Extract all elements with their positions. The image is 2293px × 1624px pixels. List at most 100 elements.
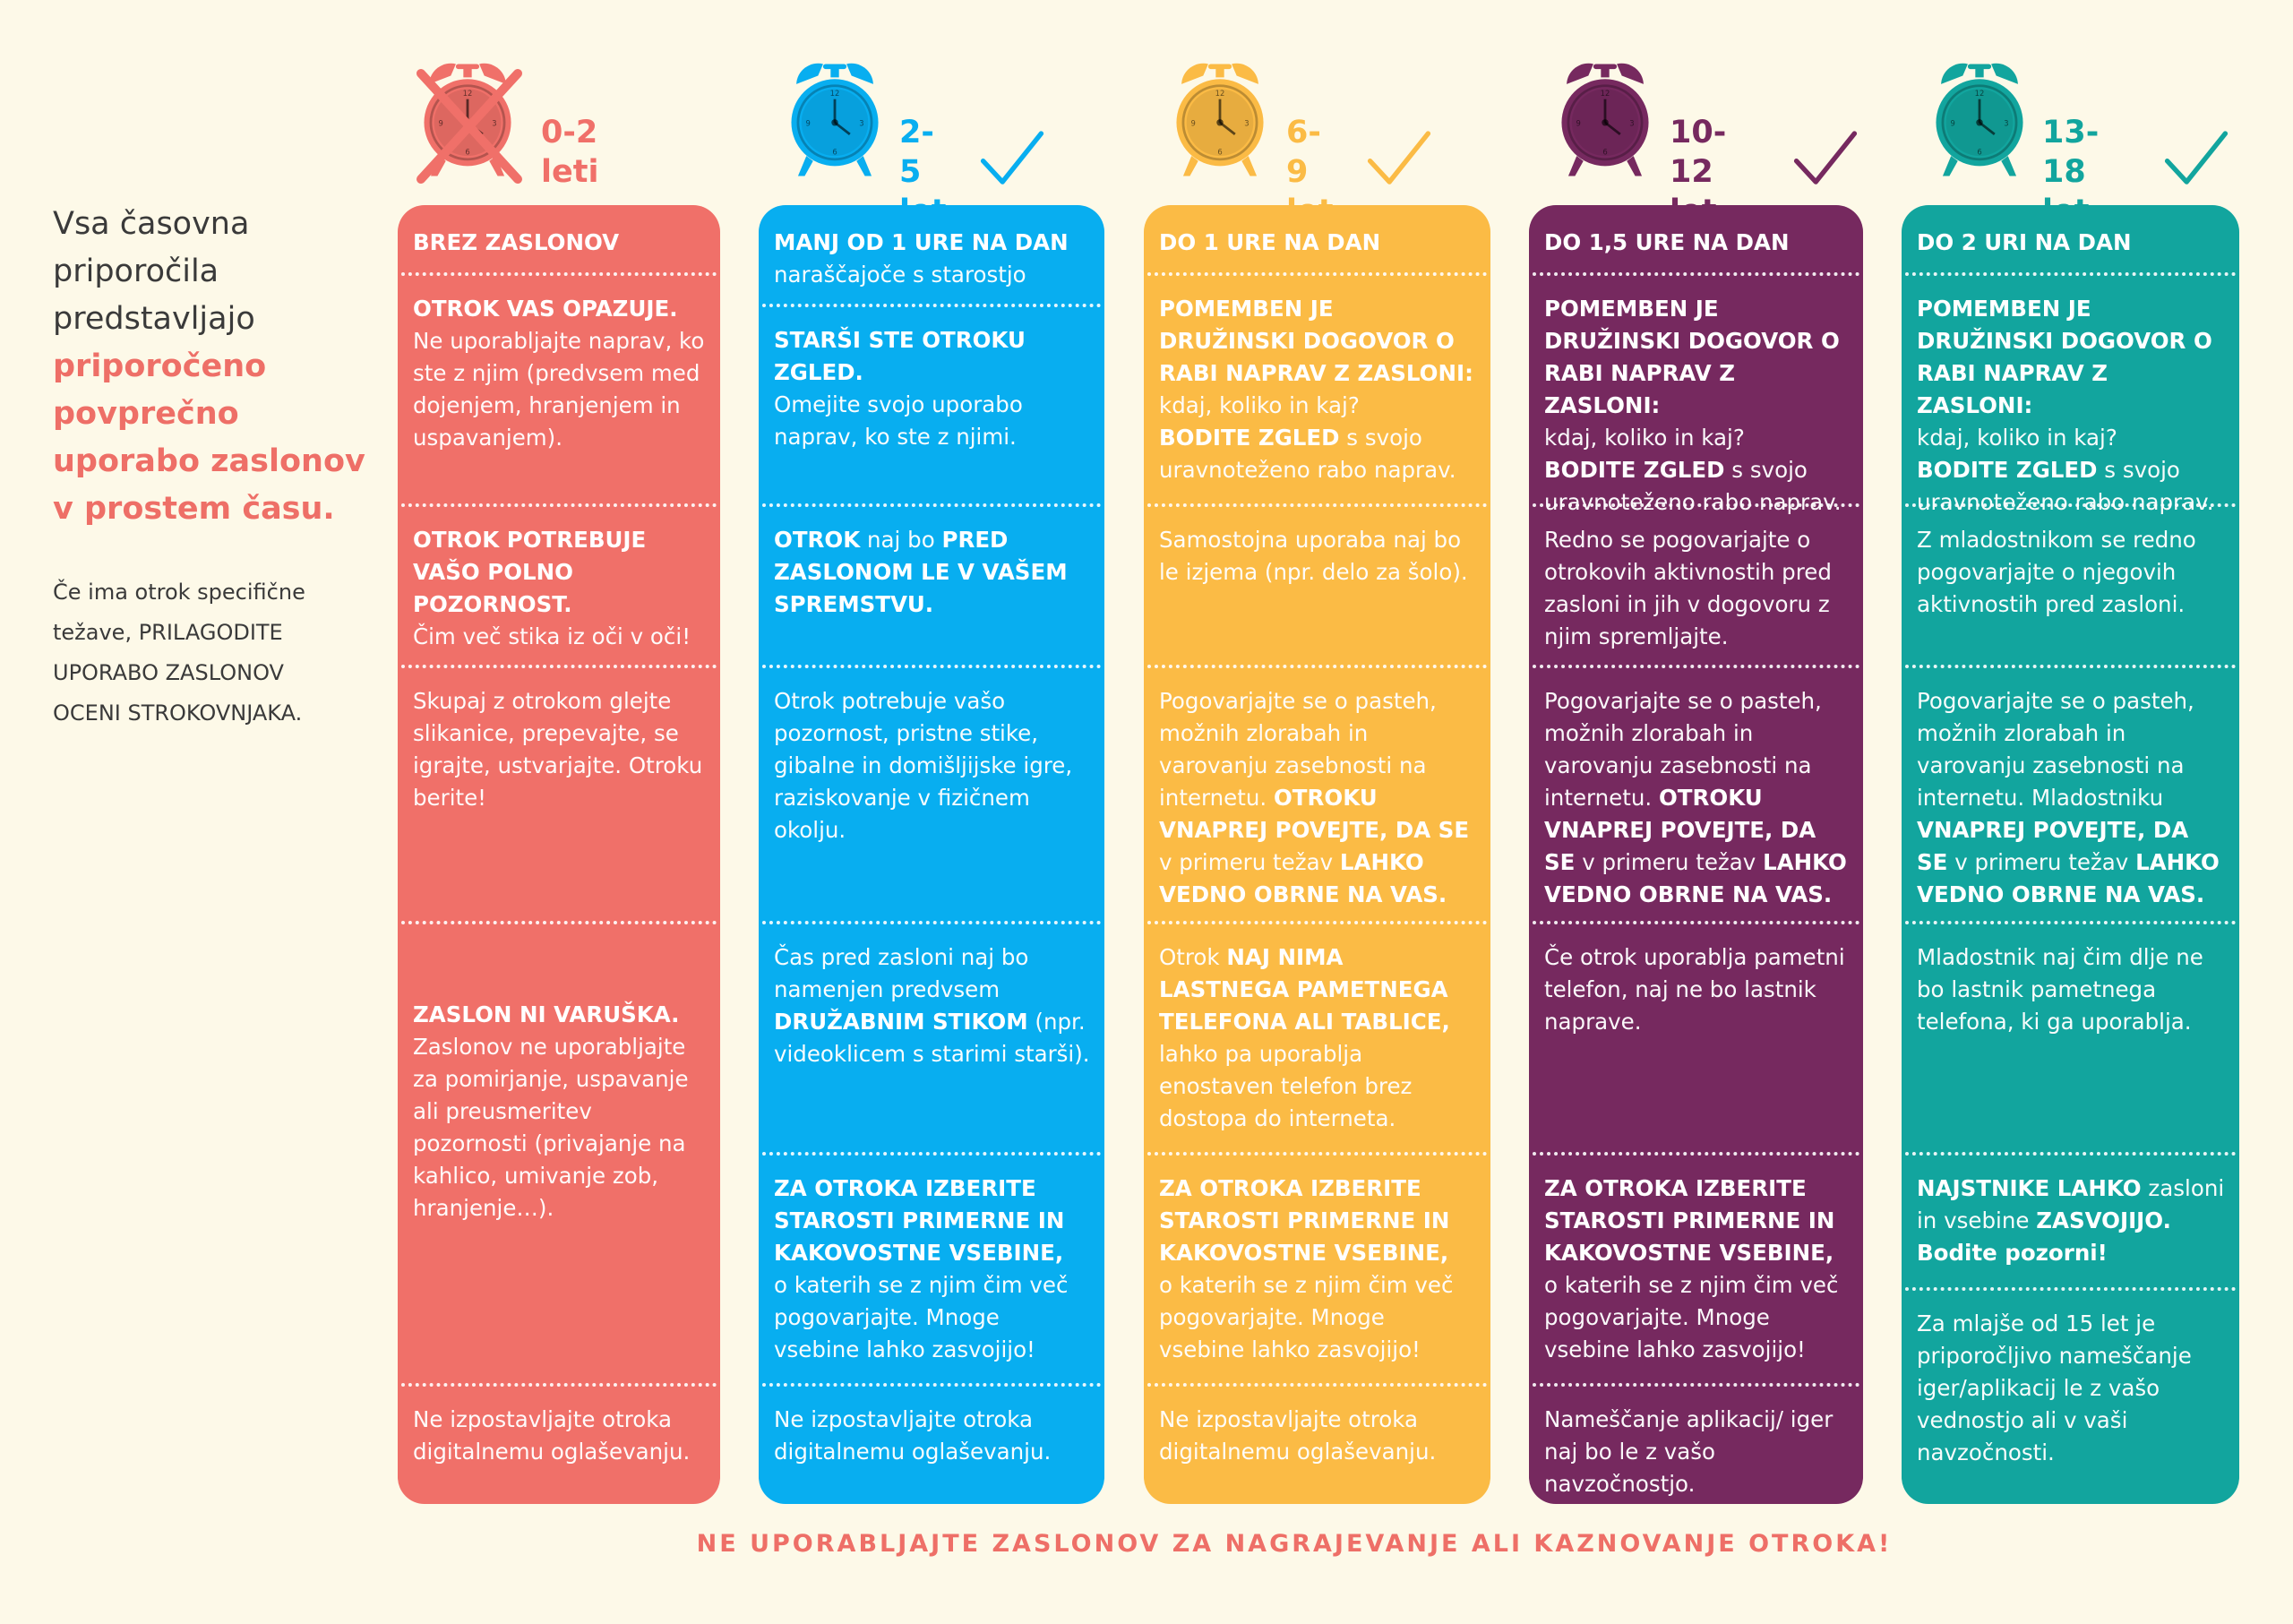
divider [1147, 665, 1487, 668]
section-2-text: Čim več stika iz oči v oči! [413, 623, 691, 649]
intro-note: Če ima otrok specifične težave, PRILAGOD… [53, 572, 375, 734]
divider [762, 921, 1101, 924]
divider [1533, 665, 1859, 668]
divider [1905, 665, 2236, 668]
card-6-9: DO 1 URE NA DAN POMEMBEN JE DRUŽINSKI DO… [1144, 205, 1490, 1504]
section-2: Samostojna uporaba naj bo le izjema (npr… [1144, 508, 1490, 589]
section-5-text: o katerih se z njim čim več pogovarjajte… [1544, 1272, 1839, 1362]
section-1-text: s svojo uravnoteženo rabo naprav. [1544, 457, 1842, 515]
section-1: STARŠI STE OTROKU ZGLED. Omejite svojo up… [759, 308, 1104, 453]
intro-highlight-line: povprečno [53, 396, 239, 432]
check-icon [1793, 129, 1858, 188]
clock-icon [1929, 57, 2030, 183]
section-2-bold: OTROK POTREBUJE VAŠO POLNO POZORNOST. [413, 527, 647, 617]
section-3: Skupaj z otrokom glejte slikanice, prepe… [398, 669, 720, 814]
divider [1147, 1152, 1487, 1156]
divider [1905, 272, 2236, 276]
section-6-text: Ne izpostavljajte otroka digitalnemu ogl… [774, 1406, 1052, 1465]
divider [1533, 1383, 1859, 1387]
check-icon [1367, 129, 1431, 188]
card-13-18: DO 2 URI NA DAN POMEMBEN JE DRUŽINSKI DO… [1902, 205, 2239, 1504]
section-4-text: Če otrok uporablja pametni telefon, naj … [1544, 944, 1845, 1035]
footer-warning: NE UPORABLJAJTE ZASLONOV ZA NAGRAJEVANJE… [696, 1530, 1893, 1558]
section-1-text: s svojo uravnoteženo rabo naprav. [1159, 425, 1456, 483]
section-4-bold: DRUŽABNIM STIKOM [774, 1009, 1028, 1035]
divider [401, 1383, 717, 1387]
section-3-text: v primeru težav [1954, 849, 2129, 875]
section-3-text: Otrok potrebuje vašo pozornost, pristne … [774, 688, 1073, 843]
limit-label: DO 2 URI NA DAN [1917, 229, 2132, 255]
section-6-text: Ne izpostavljajte otroka digitalnemu ogl… [1159, 1406, 1437, 1465]
section-5: ZA OTROKA IZBERITE STAROSTI PRIMERNE IN … [1144, 1156, 1490, 1366]
section-6-text: Nameščanje aplikacij/ iger naj bo le z v… [1544, 1406, 1834, 1497]
intro-note-line: UPORABO ZASLONOV [53, 660, 284, 685]
section-1: POMEMBEN JE DRUŽINSKI DOGOVOR O RABI NAP… [1144, 277, 1490, 486]
section-3-bold: OTROKU VNAPREJ POVEJTE, DA SE [1544, 785, 1816, 875]
clock-icon [785, 57, 885, 183]
limit-label: BREZ ZASLONOV [413, 229, 620, 255]
check-icon [2164, 129, 2229, 188]
section-5-bold: ZA OTROKA IZBERITE STAROSTI PRIMERNE IN … [1159, 1175, 1450, 1266]
section-5: NAJSTNIKE LAHKO zasloni in vsebine ZASVO… [1902, 1156, 2239, 1269]
section-4: Če otrok uporablja pametni telefon, naj … [1529, 925, 1863, 1038]
card-2-5: MANJ OD 1 URE NA DAN naraščajoče s staros… [759, 205, 1104, 1504]
section-4-text: (npr. videoklicem s starimi starši). [774, 1009, 1090, 1067]
card-0-2: BREZ ZASLONOV OTROK VAS OPAZUJE. Ne upora… [398, 205, 720, 1504]
section-5-text: o katerih se z njim čim več pogovarjajte… [1159, 1272, 1454, 1362]
section-2-text: naj bo [867, 527, 935, 553]
section-3: Pogovarjajte se o pasteh, možnih zloraba… [1529, 669, 1863, 911]
section-5-text: o katerih se z njim čim več pogovarjajte… [774, 1272, 1069, 1362]
section-1-bold: STARŠI STE OTROKU ZGLED. [774, 327, 1026, 385]
divider [401, 921, 717, 924]
limit-section: DO 1 URE NA DAN [1144, 205, 1490, 259]
intro-line: priporočila [53, 253, 219, 289]
section-6: Ne izpostavljajte otroka digitalnemu ogl… [1144, 1388, 1490, 1468]
divider [762, 304, 1101, 307]
section-1-bold: BODITE ZGLED [1159, 425, 1340, 451]
divider [401, 272, 717, 276]
intro-note-line: Če ima otrok specifične [53, 580, 305, 605]
limit-label: DO 1 URE NA DAN [1159, 229, 1381, 255]
section-3-bold: LAHKO VEDNO OBRNE NA VAS. [1917, 849, 2220, 907]
divider [762, 503, 1101, 507]
section-1-bold: OTROK VAS OPAZUJE. [413, 296, 678, 322]
intro-note-line: OCENI STROKOVNJAKA. [53, 700, 303, 726]
section-6: Ne izpostavljajte otroka digitalnemu ogl… [398, 1388, 720, 1468]
section-3-text: Skupaj z otrokom glejte slikanice, prepe… [413, 688, 703, 811]
limit-section: MANJ OD 1 URE NA DAN naraščajoče s staros… [759, 205, 1104, 291]
section-2-bold: PRED ZASLONOM LE V VAŠEM SPREMSTVU. [774, 527, 1068, 617]
section-6: Nameščanje aplikacij/ iger naj bo le z v… [1529, 1388, 1863, 1500]
section-1-bold: BODITE ZGLED [1544, 457, 1725, 483]
section-1-text: Omejite svojo uporabo naprav, ko ste z n… [774, 391, 1023, 450]
section-5-bold: ZASVOJIJO. Bodite pozorni! [1917, 1207, 2171, 1266]
divider [1905, 1152, 2236, 1156]
section-1-bold: POMEMBEN JE DRUŽINSKI DOGOVOR O RABI NAP… [1544, 296, 1840, 418]
section-1-bold: POMEMBEN JE DRUŽINSKI DOGOVOR O RABI NAP… [1159, 296, 1473, 386]
section-4-text: Čas pred zasloni naj bo namenjen predvse… [774, 944, 1029, 1002]
section-2-text: Samostojna uporaba naj bo le izjema (npr… [1159, 527, 1468, 585]
divider [1147, 503, 1487, 507]
clock-icon [1555, 57, 1655, 183]
section-2-text: Redno se pogovarjajte o otrokovih aktivn… [1544, 527, 1832, 649]
section-4-bold: ZASLON NI VARUŠKA. [413, 1001, 680, 1027]
section-6: Ne izpostavljajte otroka digitalnemu ogl… [759, 1388, 1104, 1468]
section-2-bold: OTROK [774, 527, 861, 553]
cross-icon [417, 69, 522, 184]
intro-highlight-line: v prostem času. [53, 491, 335, 527]
section-3-bold: LAHKO VEDNO OBRNE NA VAS. [1159, 849, 1447, 907]
section-6-text: Ne izpostavljajte otroka digitalnemu ogl… [413, 1406, 691, 1465]
section-1-bold: BODITE ZGLED [1917, 457, 2098, 483]
section-1-text: Ne uporabljajte naprav, ko ste z njim (p… [413, 328, 705, 451]
limit-label: DO 1,5 URE NA DAN [1544, 229, 1790, 255]
section-5: ZA OTROKA IZBERITE STAROSTI PRIMERNE IN … [1529, 1156, 1863, 1366]
section-4: ZASLON NI VARUŠKA. Zaslonov ne uporabljaj… [398, 983, 720, 1224]
intro-highlight-line: uporabo zaslonov [53, 443, 365, 479]
divider [1147, 272, 1487, 276]
section-3-bold: VNAPREJ POVEJTE, DA SE [1917, 817, 2189, 875]
card-10-12: DO 1,5 URE NA DAN POMEMBEN JE DRUŽINSKI … [1529, 205, 1863, 1504]
section-5-bold: ZA OTROKA IZBERITE STAROSTI PRIMERNE IN … [774, 1175, 1065, 1266]
section-4-text: Zaslonov ne uporabljajte za pomirjanje, … [413, 1034, 689, 1221]
divider [762, 1383, 1101, 1387]
intro-highlight-line: priporočeno [53, 348, 267, 384]
intro-heading: Vsa časovna priporočila predstavljajo pr… [53, 201, 375, 533]
